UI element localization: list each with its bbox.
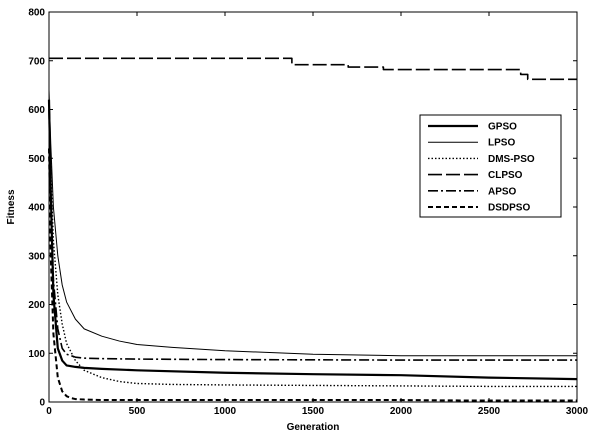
legend-label: LPSO (488, 138, 515, 149)
x-tick-label: 0 (46, 406, 52, 417)
y-tick-label: 500 (28, 154, 45, 165)
y-tick-label: 0 (39, 398, 45, 409)
legend-label: DSDPSO (488, 203, 530, 214)
x-tick-label: 500 (129, 406, 146, 417)
y-tick-label: 400 (28, 203, 45, 214)
series-line-apso (48, 109, 577, 361)
legend-label: GPSO (488, 122, 517, 133)
legend-label: DMS-PSO (488, 154, 535, 165)
legend-label: APSO (488, 186, 517, 197)
x-tick-label: 3000 (566, 406, 589, 417)
legend: GPSO LPSO DMS-PSO CLPSO APSO DSDPSO (419, 114, 562, 218)
x-tick-label: 2000 (390, 406, 413, 417)
y-tick-label: 700 (28, 56, 45, 67)
series-line-clpso (49, 57, 577, 81)
legend-label: CLPSO (488, 170, 523, 181)
legend-items: GPSO LPSO DMS-PSO CLPSO APSO DSDPSO (428, 122, 535, 214)
legend-box (419, 114, 562, 218)
x-tick-label: 1000 (214, 406, 237, 417)
axis-ticks: 0 500 1000 1500 2000 2500 3000 0 100 200 300 400 500… (28, 8, 588, 418)
y-axis-label: Fitness (6, 189, 17, 224)
y-tick-label: 200 (28, 300, 45, 311)
series-line-gpso (47, 99, 578, 381)
y-tick-label: 600 (28, 105, 45, 116)
y-tick-label: 100 (28, 349, 45, 360)
x-tick-label: 1500 (302, 406, 325, 417)
x-axis-label: Generation (287, 422, 340, 433)
series-line-dsdpso (48, 148, 577, 402)
x-tick-label: 2500 (478, 406, 501, 417)
y-tick-label: 800 (28, 8, 45, 19)
series-line-lpso (48, 89, 577, 357)
series-lines (47, 57, 578, 402)
y-tick-label: 300 (28, 251, 45, 262)
